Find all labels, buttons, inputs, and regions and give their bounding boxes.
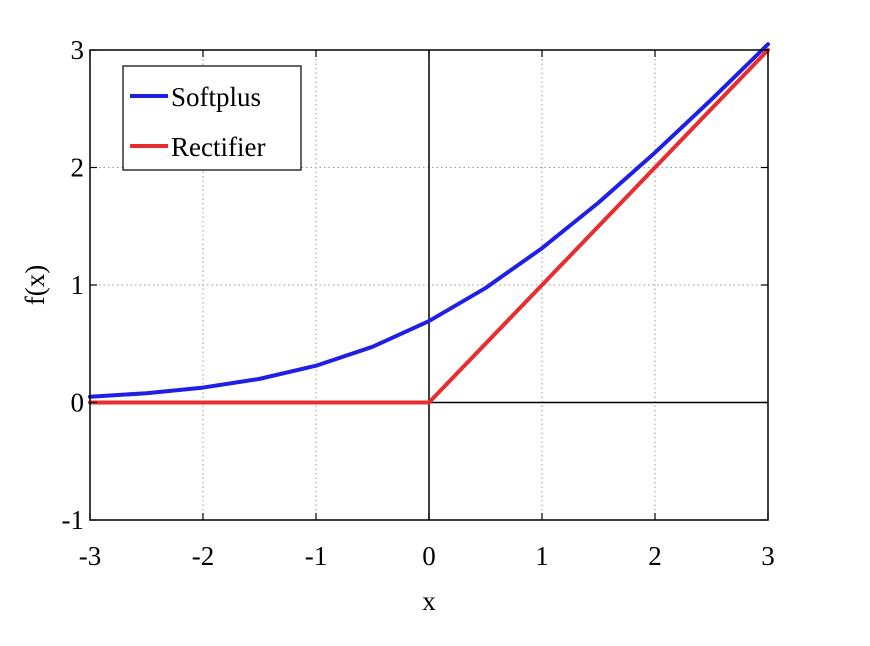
x-tick-label: -1 bbox=[305, 541, 328, 571]
x-axis-label: x bbox=[422, 586, 436, 616]
x-tick-label: 0 bbox=[422, 541, 436, 571]
legend-label-softplus: Softplus bbox=[171, 82, 261, 112]
y-tick-label: -1 bbox=[62, 505, 85, 535]
series-line-softplus bbox=[88, 42, 770, 399]
series-lines bbox=[88, 42, 770, 405]
legend: Softplus Rectifier bbox=[122, 65, 302, 171]
y-tick-label: 3 bbox=[71, 35, 85, 65]
legend-label-rectifier: Rectifier bbox=[171, 132, 265, 162]
x-tick-label: -3 bbox=[79, 541, 102, 571]
x-tick-label: 1 bbox=[535, 541, 549, 571]
y-tick-label: 1 bbox=[71, 270, 85, 300]
legend-box bbox=[122, 65, 302, 171]
series-line-rectifier bbox=[88, 48, 770, 405]
x-tick-label: -2 bbox=[192, 541, 215, 571]
x-tick-label: 3 bbox=[761, 541, 775, 571]
ticks bbox=[89, 49, 769, 521]
y-axis-label: f(x) bbox=[20, 265, 50, 305]
x-tick-label: 2 bbox=[648, 541, 662, 571]
y-tick-label: 0 bbox=[71, 388, 85, 418]
y-tick-label: 2 bbox=[71, 153, 85, 183]
tick-labels: -3 -2 -1 0 1 2 3 -1 0 1 2 3 bbox=[62, 35, 775, 571]
